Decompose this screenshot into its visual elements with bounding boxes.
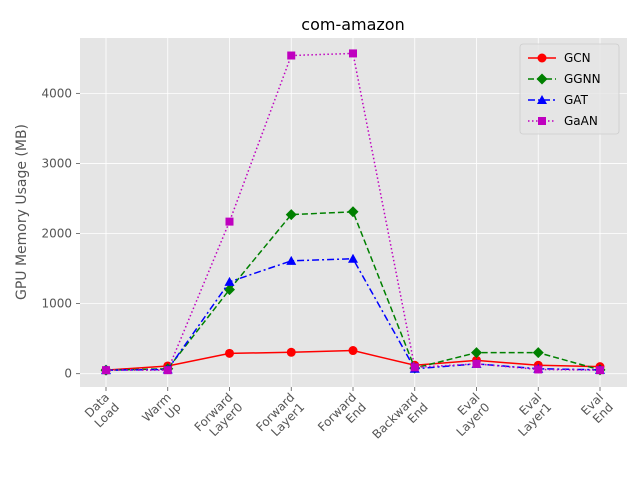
data-point-gcn (286, 347, 296, 357)
legend-label-gat: GAT (564, 93, 589, 107)
data-point-gaan (472, 359, 481, 368)
data-point-gaan (410, 363, 419, 372)
legend-label-ggnn: GGNN (564, 72, 601, 86)
data-point-ggnn (347, 206, 359, 218)
legend-marker-gaan (538, 117, 546, 125)
y-tick-label: 2000 (41, 227, 72, 241)
data-point-ggnn (532, 347, 544, 359)
y-tick-label: 0 (64, 367, 72, 381)
x-tick-label: WarmUp (139, 390, 183, 434)
data-point-gat (286, 255, 297, 265)
data-point-gaan (287, 51, 296, 60)
y-tick-label: 3000 (41, 156, 72, 170)
x-tick-label: ForwardLayer1 (253, 390, 307, 444)
data-point-gaan (596, 366, 604, 375)
series-gaan (102, 49, 604, 375)
data-point-gat (348, 253, 358, 263)
data-point-gaan (102, 366, 110, 375)
x-tick-label: BackwardEnd (370, 390, 431, 451)
series-group (100, 49, 606, 376)
x-tick-label: EvalLayer0 (444, 390, 493, 439)
x-tick-label: DataLoad (82, 390, 122, 430)
x-tick-labels: DataLoad WarmUp ForwardLayer0 ForwardLayer1… (82, 387, 616, 451)
x-tick-label: ForwardLayer0 (192, 390, 246, 444)
legend-box (519, 43, 620, 135)
x-tick-label: EvalLayer1 (505, 390, 554, 439)
y-tick-label: 1000 (41, 297, 72, 311)
data-point-gaan (349, 49, 357, 58)
y-axis-label: GPU Memory Usage (MB) (14, 124, 30, 300)
legend: GCN GGNN GAT GaAN (519, 43, 620, 135)
chart-title: com-amazon (301, 15, 404, 34)
x-tick-label: EvalEnd (578, 390, 616, 428)
data-point-gaan (534, 365, 543, 374)
legend-marker-gcn (537, 53, 547, 63)
legend-label-gaan: GaAN (564, 114, 598, 128)
data-point-gcn (348, 346, 358, 356)
legend-marker-gat (537, 95, 547, 104)
data-point-gcn (225, 348, 234, 358)
series-line-gaan (106, 52, 601, 371)
data-point-ggnn (285, 209, 297, 221)
y-tick-labels: 0 1000 2000 3000 4000 (41, 86, 80, 381)
legend-label-gcn: GCN (564, 51, 591, 65)
series-line-ggnn (105, 211, 601, 371)
legend-marker-ggnn (536, 73, 548, 85)
data-point-ggnn (224, 284, 235, 296)
data-point-ggnn (471, 347, 482, 359)
data-point-gaan (225, 217, 234, 226)
data-point-gaan (163, 366, 172, 375)
x-tick-label: ForwardEnd (315, 390, 369, 444)
y-tick-label: 4000 (41, 86, 72, 100)
data-point-gat (224, 276, 235, 286)
